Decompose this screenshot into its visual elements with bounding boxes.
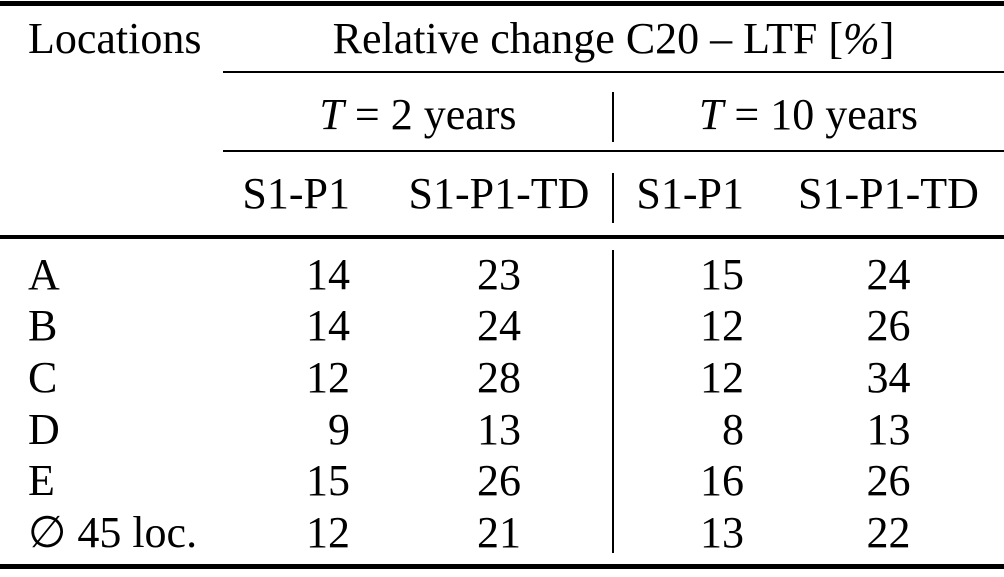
bottom-rule — [0, 564, 1004, 569]
column-divider-body — [612, 250, 614, 553]
spanner-header: Relative change C20 – LTF [%] — [223, 6, 1004, 71]
row-label: E — [28, 456, 55, 505]
group-header-t2-text: T = 2 years — [319, 93, 516, 137]
cell-value: 13 — [700, 508, 744, 557]
cell-value: 12 — [306, 353, 350, 402]
row-label-average: ∅ 45 loc. — [28, 508, 198, 557]
cell-value: 15 — [700, 250, 744, 299]
spanner-title: Relative change C20 – LTF [%] — [332, 13, 895, 63]
cell-value: 9 — [328, 405, 350, 454]
cell-value: 13 — [866, 405, 911, 454]
group-header-t10-text: T = 10 years — [699, 93, 918, 137]
table-row-a: A 14 23 15 24 — [0, 249, 1004, 301]
cell-value: 12 — [700, 353, 744, 402]
cell-value: 13 — [477, 405, 521, 454]
header-body-rule — [0, 235, 1004, 239]
cell-value: 24 — [477, 301, 521, 350]
t10-rest: = 10 years — [723, 90, 919, 139]
subheader-row: S1-P1 S1-P1-TD S1-P1 S1-P1-TD — [0, 152, 1004, 235]
table-row-average: ∅ 45 loc. 12 21 13 22 — [0, 507, 1004, 559]
subheader-s1p1td-t10: S1-P1-TD — [798, 168, 979, 218]
cell-value: 16 — [700, 456, 744, 505]
row-label: C — [28, 353, 58, 402]
cell-value: 26 — [866, 456, 911, 505]
table-row-d: D 9 13 8 13 — [0, 404, 1004, 456]
cell-value: 14 — [306, 250, 350, 299]
locations-label: Locations — [28, 13, 202, 63]
table-row-c: C 12 28 12 34 — [0, 352, 1004, 404]
cell-value: 26 — [477, 456, 521, 505]
cell-value: 24 — [866, 250, 911, 299]
row-label: A — [28, 250, 60, 299]
row-label: B — [28, 301, 58, 350]
cell-value: 21 — [477, 508, 521, 557]
group-rule — [223, 150, 1004, 152]
column-divider-middle — [612, 173, 614, 223]
t2-rest: = 2 years — [343, 90, 517, 139]
group-header-t10: T = 10 years — [613, 73, 1004, 150]
column-divider-top — [612, 92, 614, 142]
cell-value: 15 — [306, 456, 350, 505]
table-row-b: B 14 24 12 26 — [0, 300, 1004, 352]
cell-value: 23 — [477, 250, 521, 299]
subheader-s1p1-t10: S1-P1 — [636, 168, 744, 218]
cell-value: 12 — [700, 301, 744, 350]
subheader-s1p1-t2: S1-P1 — [242, 168, 350, 218]
subheader-s1p1td-t2: S1-P1-TD — [408, 168, 590, 218]
t-variable: T — [698, 90, 724, 139]
group-header-t2: T = 2 years — [223, 73, 613, 150]
cell-value: 22 — [866, 508, 911, 557]
row-label: D — [28, 405, 60, 454]
cell-value: 28 — [477, 353, 521, 402]
cell-value: 12 — [306, 508, 350, 557]
cell-value: 34 — [866, 353, 911, 402]
t-variable: T — [319, 90, 344, 139]
cell-value: 8 — [722, 405, 744, 454]
spanner-rule — [223, 71, 1004, 73]
top-rule — [0, 1, 1004, 6]
spanner-title-bracket: ] — [879, 13, 895, 63]
locations-column-header: Locations — [0, 6, 223, 71]
cell-value: 14 — [306, 301, 350, 350]
cell-value: 26 — [866, 301, 911, 350]
percent-symbol: % — [843, 13, 880, 63]
spanner-title-text: Relative change C20 – LTF [ — [332, 13, 844, 63]
table-row-e: E 15 26 16 26 — [0, 455, 1004, 507]
